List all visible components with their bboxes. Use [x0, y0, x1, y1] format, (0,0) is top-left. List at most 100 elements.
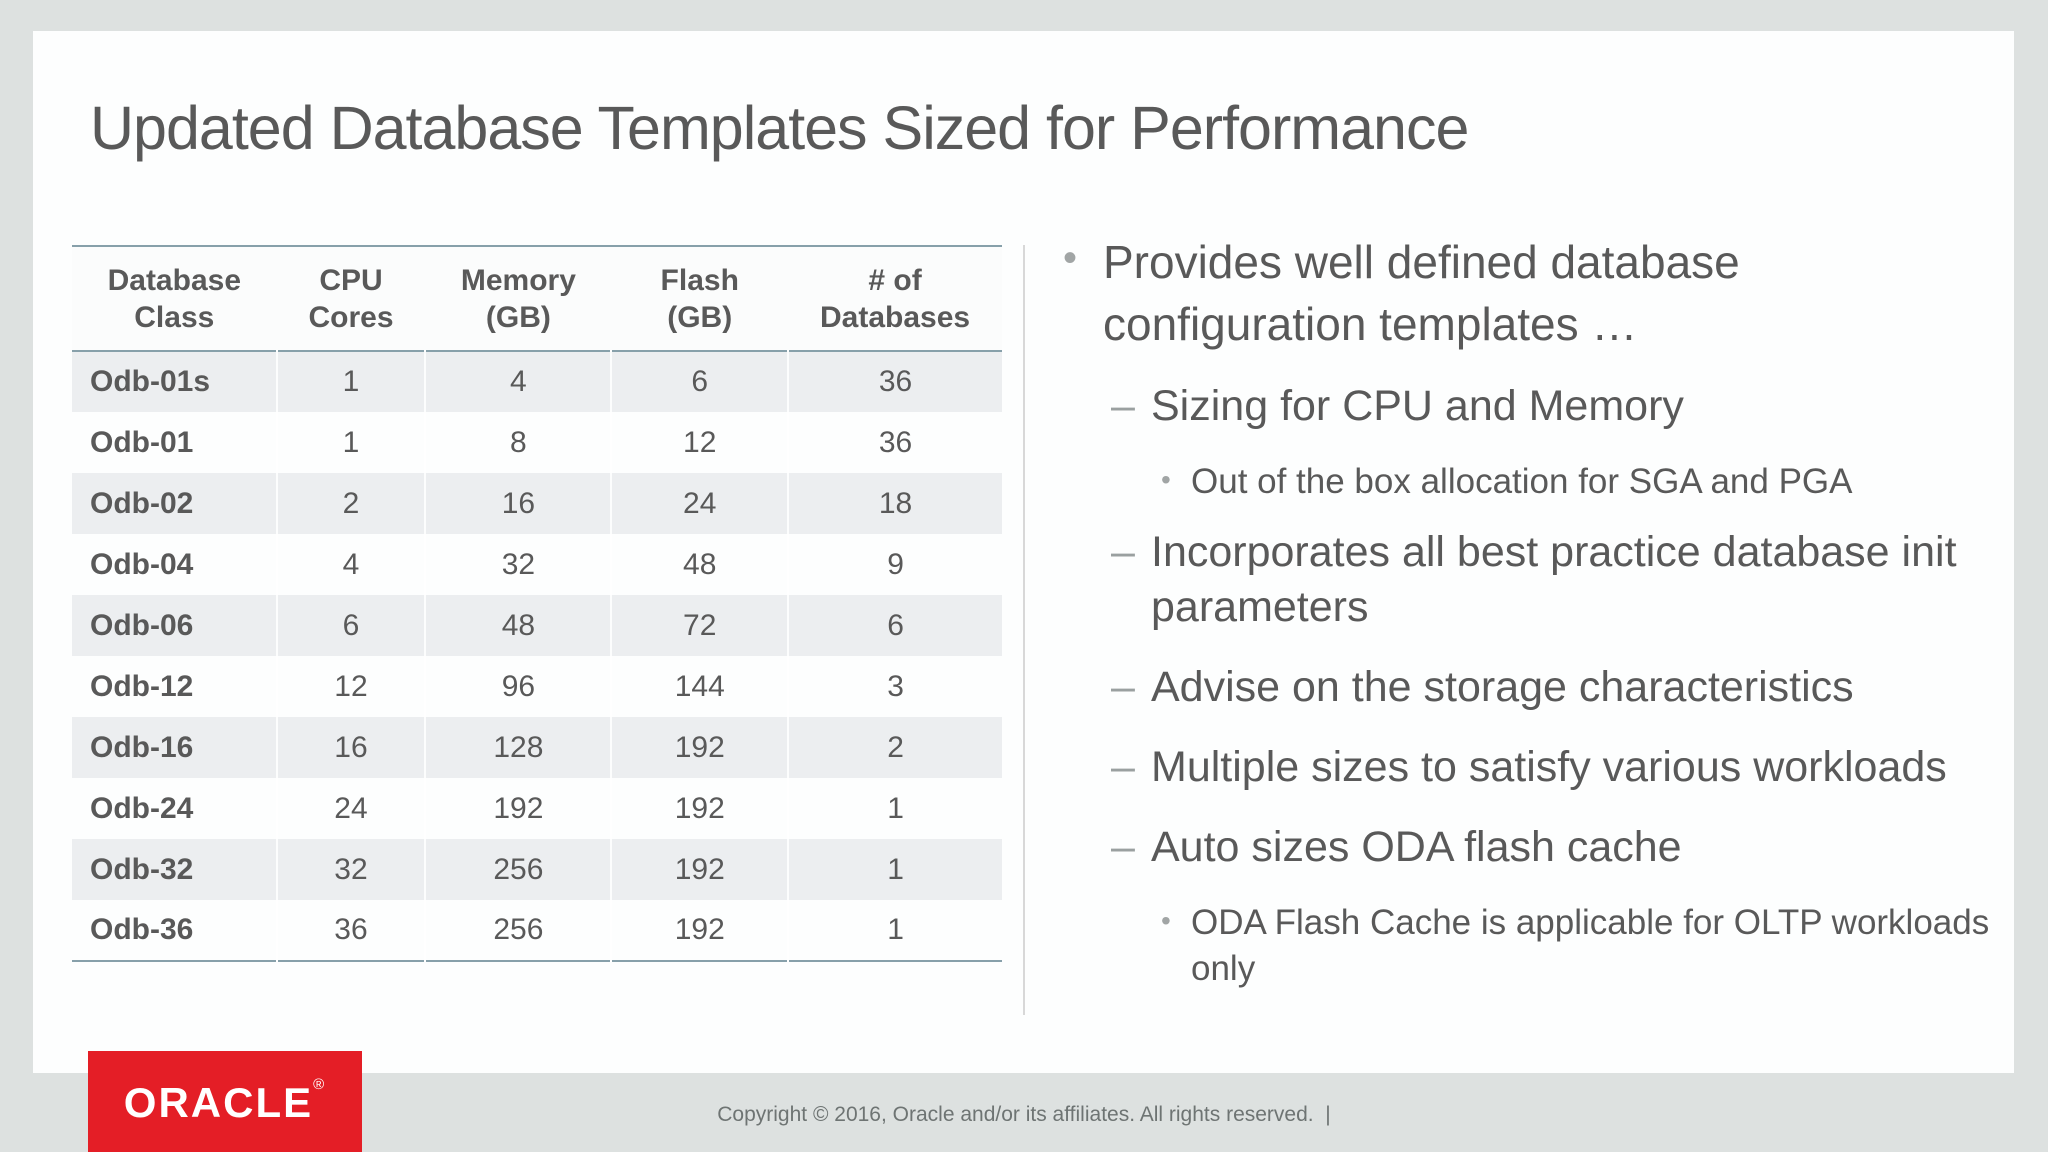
table-cell: Odb-01s [90, 365, 211, 398]
table-row: Odb-32 32 256 192 1 [72, 839, 1002, 900]
table-cell: 18 [787, 473, 1002, 534]
table-cell: 192 [610, 900, 789, 961]
table-cell: 4 [275, 534, 426, 595]
bullet-item-level-3: • ODA Flash Cache is applicable for OLTP … [1063, 900, 2015, 991]
bullet-item-level-2: – Incorporates all best practice database… [1063, 525, 2015, 637]
table-cell: 48 [610, 534, 789, 595]
table-cell: Odb-06 [90, 608, 194, 642]
bullet-text: Auto sizes ODA flash cache [1151, 823, 1682, 872]
table-row: Odb-06 6 48 72 6 [72, 595, 1002, 656]
dash-icon: – [1111, 382, 1135, 431]
registered-mark-icon: ® [313, 1076, 327, 1093]
table-cell: Odb-24 [90, 791, 194, 825]
table-row: Odb-12 12 96 144 3 [72, 656, 1002, 717]
dash-icon: – [1111, 823, 1135, 872]
table-cell: 36 [787, 412, 1002, 473]
table-cell: 192 [610, 839, 789, 900]
column-header: CPU Cores [308, 264, 394, 334]
table-cell: 32 [275, 839, 426, 900]
bullet-item-level-2: – Multiple sizes to satisfy various workl… [1063, 740, 2015, 796]
table-cell: 256 [424, 900, 612, 961]
table-cell: Odb-02 [90, 486, 194, 520]
page-title: Updated Database Templates Sized for Per… [90, 94, 1469, 162]
database-templates-table-wrap: Database Class CPU Cores Memory (GB) Flash … [72, 245, 1002, 962]
database-templates-table: Database Class CPU Cores Memory (GB) Flash … [72, 245, 1002, 962]
table-cell: Odb-16 [90, 730, 194, 764]
bullet-item-level-1: • Provides well defined database configur… [1063, 231, 2015, 355]
table-row: Odb-02 2 16 24 18 [72, 473, 1002, 534]
table-row: Odb-24 24 192 192 1 [72, 778, 1002, 839]
bullet-text: Multiple sizes to satisfy various worklo… [1151, 743, 1947, 792]
table-cell: 72 [610, 595, 789, 656]
bullet-icon: • [1063, 236, 1078, 280]
table-header-row: Database Class CPU Cores Memory (GB) Flash … [72, 246, 1002, 351]
table-cell: 8 [424, 412, 612, 473]
table-cell: 3 [787, 656, 1002, 717]
table-body: Odb-01s 1 4 6 36 Odb-01 1 8 12 36 Odb-02 2 16 24 18 Odb… [72, 351, 1002, 961]
table-cell: 2 [787, 717, 1002, 778]
table-cell: 6 [610, 351, 789, 412]
table-cell: Odb-04 [90, 547, 194, 581]
table-cell: 4 [424, 351, 612, 412]
table-cell: 36 [275, 900, 426, 961]
table-cell: 192 [610, 778, 789, 839]
table-cell: 1 [787, 778, 1002, 839]
oracle-logo: ORACLE® [88, 1051, 362, 1152]
table-cell: 16 [424, 473, 612, 534]
table-cell: 1 [787, 839, 1002, 900]
bullet-icon: • [1161, 464, 1171, 496]
column-header: Flash (GB) [660, 264, 739, 334]
bullet-text: Out of the box allocation for SGA and PG… [1191, 462, 1853, 502]
table-row: Odb-01 1 8 12 36 [72, 412, 1002, 473]
bullet-list: • Provides well defined database configur… [1063, 231, 2015, 1011]
table-cell: 9 [787, 534, 1002, 595]
table-row: Odb-04 4 32 48 9 [72, 534, 1002, 595]
dash-icon: – [1111, 743, 1135, 792]
table-cell: Odb-36 [90, 913, 194, 946]
column-header: # of Databases [819, 264, 971, 334]
table-cell: 12 [610, 412, 789, 473]
column-header: Database Class [107, 264, 241, 334]
bullet-text: Provides well defined database configura… [1103, 236, 1740, 351]
table-cell: 6 [275, 595, 426, 656]
table-cell: 96 [424, 656, 612, 717]
table-cell: 2 [275, 473, 426, 534]
vertical-divider [1023, 245, 1025, 1015]
table-cell: 144 [610, 656, 789, 717]
bullet-text: ODA Flash Cache is applicable for OLTP w… [1191, 903, 1990, 988]
table-row: Odb-16 16 128 192 2 [72, 717, 1002, 778]
bullet-item-level-2: – Auto sizes ODA flash cache [1063, 820, 2015, 876]
table-cell: 24 [610, 473, 789, 534]
table-cell: Odb-32 [90, 852, 194, 886]
column-header: Memory (GB) [460, 264, 576, 334]
table-cell: 1 [275, 351, 426, 412]
bullet-text: Incorporates all best practice database … [1151, 527, 1957, 632]
table-cell: 12 [275, 656, 426, 717]
table-cell: 1 [787, 900, 1002, 961]
oracle-wordmark: ORACLE® [123, 1076, 327, 1126]
dash-icon: – [1111, 663, 1135, 712]
table-cell: 48 [424, 595, 612, 656]
bullet-item-level-3: • Out of the box allocation for SGA and P… [1063, 459, 2015, 505]
bullet-icon: • [1161, 905, 1171, 937]
bullet-text: Advise on the storage characteristics [1151, 663, 1854, 712]
bullet-item-level-2: – Advise on the storage characteristics [1063, 660, 2015, 716]
table-row: Odb-36 36 256 192 1 [72, 900, 1002, 961]
bullet-text: Sizing for CPU and Memory [1151, 382, 1684, 431]
table-cell: Odb-01 [90, 425, 194, 459]
dash-icon: – [1111, 527, 1135, 576]
table-cell: 6 [787, 595, 1002, 656]
bullet-item-level-2: – Sizing for CPU and Memory [1063, 379, 2015, 435]
table-cell: 128 [424, 717, 612, 778]
table-cell: 1 [275, 412, 426, 473]
table-cell: 24 [275, 778, 426, 839]
table-cell: 192 [610, 717, 789, 778]
copyright-text: Copyright © 2016, Oracle and/or its affi… [717, 1103, 1331, 1126]
table-cell: 16 [275, 717, 426, 778]
table-row: Odb-01s 1 4 6 36 [72, 351, 1002, 412]
table-cell: 32 [424, 534, 612, 595]
table-cell: 192 [424, 778, 612, 839]
table-cell: Odb-12 [90, 669, 194, 703]
table-cell: 36 [787, 351, 1002, 412]
